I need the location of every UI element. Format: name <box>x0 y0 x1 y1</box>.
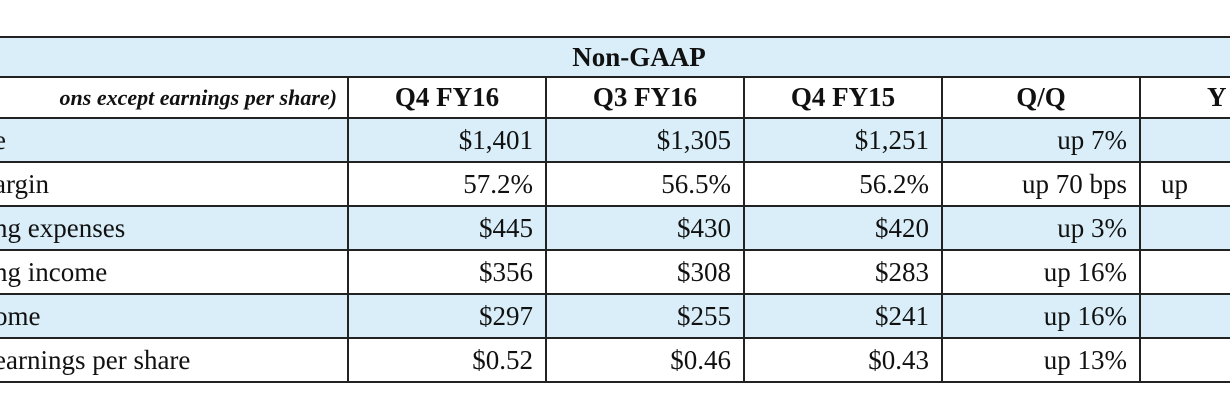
table-cell: up 13% <box>941 337 1141 383</box>
table-row: ng income $356 $308 $283 up 16% <box>0 249 1230 295</box>
table-title-row: Non-GAAP <box>0 36 1230 78</box>
table-header-row: ons except earnings per share) Q4 FY16 Q… <box>0 76 1230 119</box>
table-cell: up <box>1139 161 1230 207</box>
table-cell: up 7% <box>941 117 1141 163</box>
table-cell: $445 <box>347 205 547 251</box>
table-cell: $308 <box>545 249 745 295</box>
table-cell: $241 <box>743 293 943 339</box>
header-q4-fy15: Q4 FY15 <box>743 76 943 119</box>
table-cell <box>1139 293 1230 339</box>
row-label-gross-margin: argin <box>0 161 349 207</box>
row-label-operating-income: ng income <box>0 249 349 295</box>
table-cell <box>1139 249 1230 295</box>
table-cell: 57.2% <box>347 161 547 207</box>
table-row: earnings per share $0.52 $0.46 $0.43 up 13% <box>0 337 1230 383</box>
header-q4-fy16: Q4 FY16 <box>347 76 547 119</box>
table-cell: $1,401 <box>347 117 547 163</box>
table-cell: $283 <box>743 249 943 295</box>
table-cell: $297 <box>347 293 547 339</box>
row-label-net-income: ome <box>0 293 349 339</box>
table-cell: $430 <box>545 205 745 251</box>
table-cell: $0.52 <box>347 337 547 383</box>
table-cell: $1,305 <box>545 117 745 163</box>
table-cell: $420 <box>743 205 943 251</box>
table-cell: $255 <box>545 293 745 339</box>
table-cell <box>1139 117 1230 163</box>
table-cell: $1,251 <box>743 117 943 163</box>
table-cell <box>1139 337 1230 383</box>
header-description: ons except earnings per share) <box>0 76 349 119</box>
table-row: ng expenses $445 $430 $420 up 3% <box>0 205 1230 251</box>
table-cell: up 70 bps <box>941 161 1141 207</box>
header-yoy: Y <box>1139 76 1230 119</box>
table-cell <box>1139 205 1230 251</box>
header-q3-fy16: Q3 FY16 <box>545 76 745 119</box>
table-cell: 56.2% <box>743 161 943 207</box>
table-cell: $0.46 <box>545 337 745 383</box>
row-label-revenue: e <box>0 117 349 163</box>
table-cell: $356 <box>347 249 547 295</box>
row-label-eps: earnings per share <box>0 337 349 383</box>
table-cell: up 16% <box>941 249 1141 295</box>
header-qoq: Q/Q <box>941 76 1141 119</box>
row-label-operating-expenses: ng expenses <box>0 205 349 251</box>
table-cell: $0.43 <box>743 337 943 383</box>
table-title: Non-GAAP <box>0 36 1230 78</box>
table-cell: up 3% <box>941 205 1141 251</box>
non-gaap-table: Non-GAAP ons except earnings per share) … <box>0 36 1230 383</box>
table-cell: 56.5% <box>545 161 745 207</box>
table-cell: up 16% <box>941 293 1141 339</box>
